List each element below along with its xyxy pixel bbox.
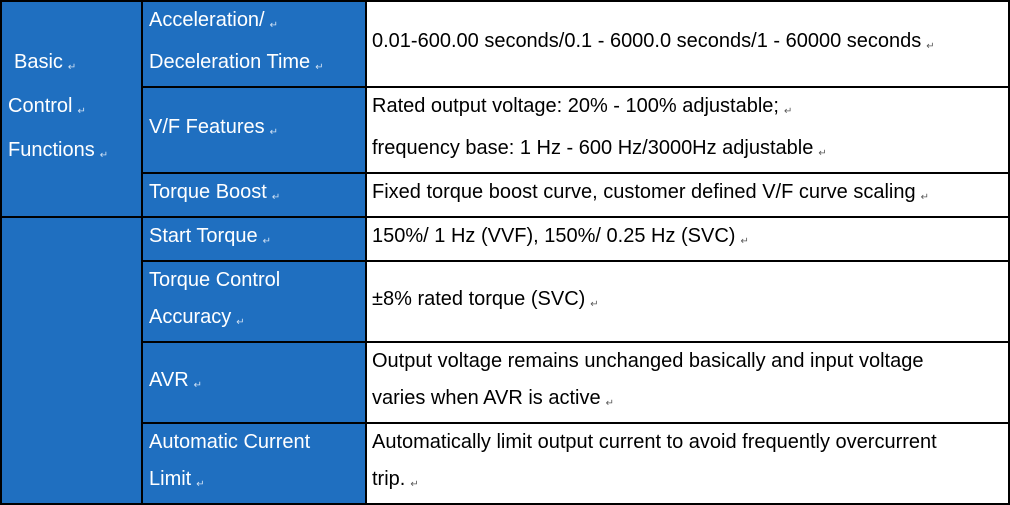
feature-cell-acceleration-deceleration-time: Acceleration/↵ Deceleration Time ↵ [141, 0, 367, 88]
feature-cell-avr: AVR ↵ [141, 341, 367, 424]
value-cell-torque-boost: Fixed torque boost curve, customer defin… [365, 172, 1010, 218]
cell-text-line: Rated output voltage: 20% - 100% adjusta… [372, 95, 793, 117]
group-label-line: Basic ↵ [14, 51, 77, 73]
cell-text-line: Torque Control [149, 269, 281, 291]
paragraph-mark-icon: ↵ [783, 106, 793, 117]
paragraph-mark-icon: ↵ [269, 127, 278, 138]
cell-text-line: AVR ↵ [149, 368, 203, 391]
cell-text-line: Start Torque ↵ [149, 225, 271, 247]
group-label-line: Functions ↵ [8, 139, 109, 161]
cell-text-line: frequency base: 1 Hz - 600 Hz/3000Hz adj… [372, 137, 827, 159]
group-cell-basic-control-functions: Basic ↵ Control ↵ Functions ↵ [0, 0, 143, 218]
value-cell-start-torque: 150%/ 1 Hz (VVF), 150%/ 0.25 Hz (SVC) ↵ [365, 216, 1010, 262]
paragraph-mark-icon: ↵ [605, 398, 615, 409]
cell-text-line: Accuracy ↵ [149, 306, 245, 328]
cell-text-line: Fixed torque boost curve, customer defin… [372, 181, 929, 203]
paragraph-mark-icon: ↵ [196, 479, 205, 490]
paragraph-mark-icon: ↵ [590, 298, 599, 310]
paragraph-mark-icon: ↵ [740, 236, 749, 247]
cell-text-line: Automatic Current [149, 431, 311, 453]
cell-text-line: varies when AVR is active ↵ [372, 387, 615, 409]
paragraph-mark-icon: ↵ [236, 317, 245, 328]
paragraph-mark-icon: ↵ [315, 62, 324, 73]
paragraph-mark-icon: ↵ [99, 150, 109, 161]
paragraph-mark-icon: ↵ [269, 20, 279, 31]
table-row: Torque Control Accuracy ↵ ±8% rated torqu… [1, 260, 1010, 343]
value-cell-avr: Output voltage remains unchanged basical… [365, 341, 1010, 424]
value-cell-torque-control-accuracy: ±8% rated torque (SVC) ↵ [365, 260, 1010, 343]
cell-text-line: Acceleration/↵ [149, 9, 279, 31]
feature-cell-torque-control-accuracy: Torque Control Accuracy ↵ [141, 260, 367, 343]
paragraph-mark-icon: ↵ [818, 148, 827, 159]
cell-text-line: ±8% rated torque (SVC) ↵ [372, 287, 599, 310]
group-cell-continued [0, 216, 143, 505]
table-row: V/F Features ↵ Rated output voltage: 20% … [1, 86, 1010, 174]
table-row: AVR ↵ Output voltage remains unchanged ba… [1, 341, 1010, 424]
value-cell-acceleration-deceleration-time: 0.01-600.00 seconds/0.1 - 6000.0 seconds… [365, 0, 1010, 88]
cell-text-line: Automatically limit output current to av… [372, 431, 937, 453]
paragraph-mark-icon: ↵ [271, 192, 281, 203]
table-row: Basic ↵ Control ↵ Functions ↵ Acceleration/… [0, 0, 1010, 218]
paragraph-mark-icon: ↵ [77, 106, 86, 117]
cell-text-line: Output voltage remains unchanged basical… [372, 350, 924, 372]
paragraph-mark-icon: ↵ [193, 379, 203, 391]
cell-text-line: Limit ↵ [149, 468, 205, 490]
cell-text-line: trip. ↵ [372, 468, 419, 490]
group-label-line: Control ↵ [8, 95, 86, 117]
cell-text-line: 0.01-600.00 seconds/0.1 - 6000.0 seconds… [372, 30, 935, 52]
table-row: Automatic Current Limit ↵ Automatically l… [1, 422, 1010, 505]
value-cell-vf-features: Rated output voltage: 20% - 100% adjusta… [365, 86, 1010, 174]
paragraph-mark-icon: ↵ [926, 41, 935, 52]
feature-cell-torque-boost: Torque Boost ↵ [141, 172, 367, 218]
feature-cell-vf-features: V/F Features ↵ [141, 86, 367, 174]
paragraph-mark-icon: ↵ [262, 236, 271, 247]
table-row: Torque Boost ↵ Fixed torque boost curve, … [1, 172, 1010, 218]
table-row: Start Torque ↵ 150%/ 1 Hz (VVF), 150%/ 0.… [0, 216, 1010, 505]
paragraph-mark-icon: ↵ [920, 192, 929, 203]
feature-cell-start-torque: Start Torque ↵ [141, 216, 367, 262]
feature-cell-automatic-current-limit: Automatic Current Limit ↵ [141, 422, 367, 505]
cell-text-line: 150%/ 1 Hz (VVF), 150%/ 0.25 Hz (SVC) ↵ [372, 225, 749, 247]
cell-text-line: V/F Features ↵ [149, 116, 278, 138]
value-cell-automatic-current-limit: Automatically limit output current to av… [365, 422, 1010, 505]
paragraph-mark-icon: ↵ [410, 479, 419, 490]
cell-text-line: Torque Boost ↵ [149, 181, 281, 203]
paragraph-mark-icon: ↵ [67, 62, 77, 73]
cell-text-line: Deceleration Time ↵ [149, 51, 324, 73]
